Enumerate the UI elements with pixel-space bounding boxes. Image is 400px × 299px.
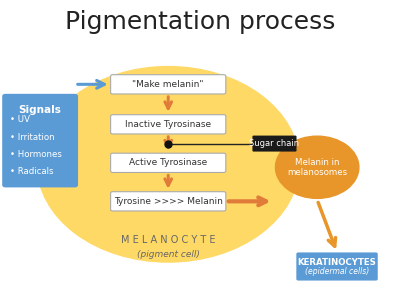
Text: Signals: Signals [19,105,62,115]
Text: KERATINOCYTES: KERATINOCYTES [298,258,376,267]
FancyBboxPatch shape [2,94,78,187]
Text: Inactive Tyrosinase: Inactive Tyrosinase [125,120,211,129]
Text: • Radicals: • Radicals [10,167,54,176]
Text: • Hormones: • Hormones [10,150,62,159]
Text: (pigment cell): (pigment cell) [137,250,200,259]
Text: "Make melanin": "Make melanin" [132,80,204,89]
Text: M E L A N O C Y T E: M E L A N O C Y T E [121,235,216,245]
Circle shape [276,136,359,198]
Text: (epidermal cells): (epidermal cells) [305,267,369,276]
Text: Melanin in
melanosomes: Melanin in melanosomes [287,158,347,177]
Text: Active Tyrosinase: Active Tyrosinase [129,158,207,167]
Text: Pigmentation process: Pigmentation process [65,10,335,34]
FancyBboxPatch shape [111,115,226,134]
FancyBboxPatch shape [111,153,226,173]
Text: • Irritation: • Irritation [10,133,55,142]
FancyBboxPatch shape [296,252,378,280]
Text: Tyrosine >>>> Melanin: Tyrosine >>>> Melanin [114,197,223,206]
Text: • UV: • UV [10,115,30,124]
FancyBboxPatch shape [111,75,226,94]
FancyBboxPatch shape [111,192,226,211]
Circle shape [37,67,299,262]
Text: Sugar chain: Sugar chain [250,139,300,148]
FancyBboxPatch shape [252,135,296,152]
